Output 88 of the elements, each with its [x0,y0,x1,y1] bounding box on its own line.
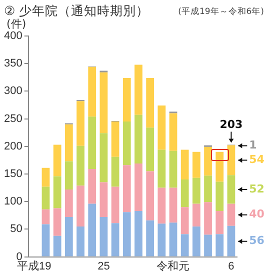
bar [76,101,84,146]
bar [88,204,96,256]
bar [76,146,84,186]
y-axis-title: (件) [6,17,26,30]
y-tick-label: 250 [4,112,22,125]
bar [134,64,142,115]
chart-subtitle: (平成19年～令和6年) [178,6,264,18]
bar [146,220,154,256]
bar [180,207,189,234]
bar [180,234,189,256]
bar [111,156,120,187]
bar [192,178,200,204]
bar [146,128,154,172]
data-label: 54 [249,153,265,166]
bar [204,146,212,176]
data-label: 1 [249,138,257,152]
x-tick-label: 6 [228,260,234,272]
bar [216,182,224,211]
bar [88,116,96,170]
bar [122,212,131,256]
bar [64,189,73,218]
bar [134,164,142,211]
bar [192,152,200,178]
bar [134,114,142,164]
bar [146,171,154,220]
y-tick-label: 350 [4,58,22,70]
bar [88,169,96,204]
bar [122,122,131,166]
bar [100,182,108,218]
bar [64,124,73,162]
bar [53,236,62,256]
bar [180,150,189,180]
bar [42,186,50,210]
x-tick-label: 令和元 [156,259,190,272]
bar [64,161,73,190]
bar [169,113,178,151]
chart-title: ② 少年院（通知時期別） [4,3,150,18]
bar [53,144,62,176]
bar [100,72,108,134]
bar [53,208,62,236]
bar [100,217,108,256]
bar [76,186,84,226]
bar [53,176,62,208]
bar [216,234,224,256]
bar [122,78,131,122]
bar [122,165,131,212]
y-tick-label: 100 [4,196,22,208]
bar [180,180,189,208]
bar [204,234,212,256]
bar [134,210,142,256]
bar [169,188,178,223]
bar [64,217,73,256]
bar [204,176,212,202]
bar [42,209,50,224]
bar [88,66,96,117]
data-label: 56 [249,234,265,248]
x-tick-label: 平成19 [17,259,52,272]
y-tick-label: 300 [4,85,22,98]
bar [111,122,120,157]
bar [42,224,50,256]
bar [100,133,108,182]
bar [158,150,166,188]
bar [111,186,120,224]
data-label: 52 [249,182,264,196]
y-tick-label: 150 [4,168,22,180]
bar [227,226,236,256]
bar [216,152,224,182]
bar [216,210,224,234]
bar [158,224,166,256]
bar [158,106,166,150]
y-tick-label: 50 [10,223,22,236]
data-label: 40 [249,208,265,221]
bar [169,222,178,256]
bar [204,202,212,235]
total-label: 203 [220,118,243,132]
y-tick-label: 400 [4,30,22,42]
bar [111,223,120,256]
bar [76,226,84,256]
bar [169,150,178,188]
y-tick-label: 200 [4,140,22,152]
bar [227,204,236,226]
bar [192,204,200,226]
x-tick-label: 25 [98,260,110,272]
bar [42,168,50,187]
bar [192,226,200,256]
bar [146,78,154,128]
bar [158,188,166,224]
bar [227,175,236,204]
